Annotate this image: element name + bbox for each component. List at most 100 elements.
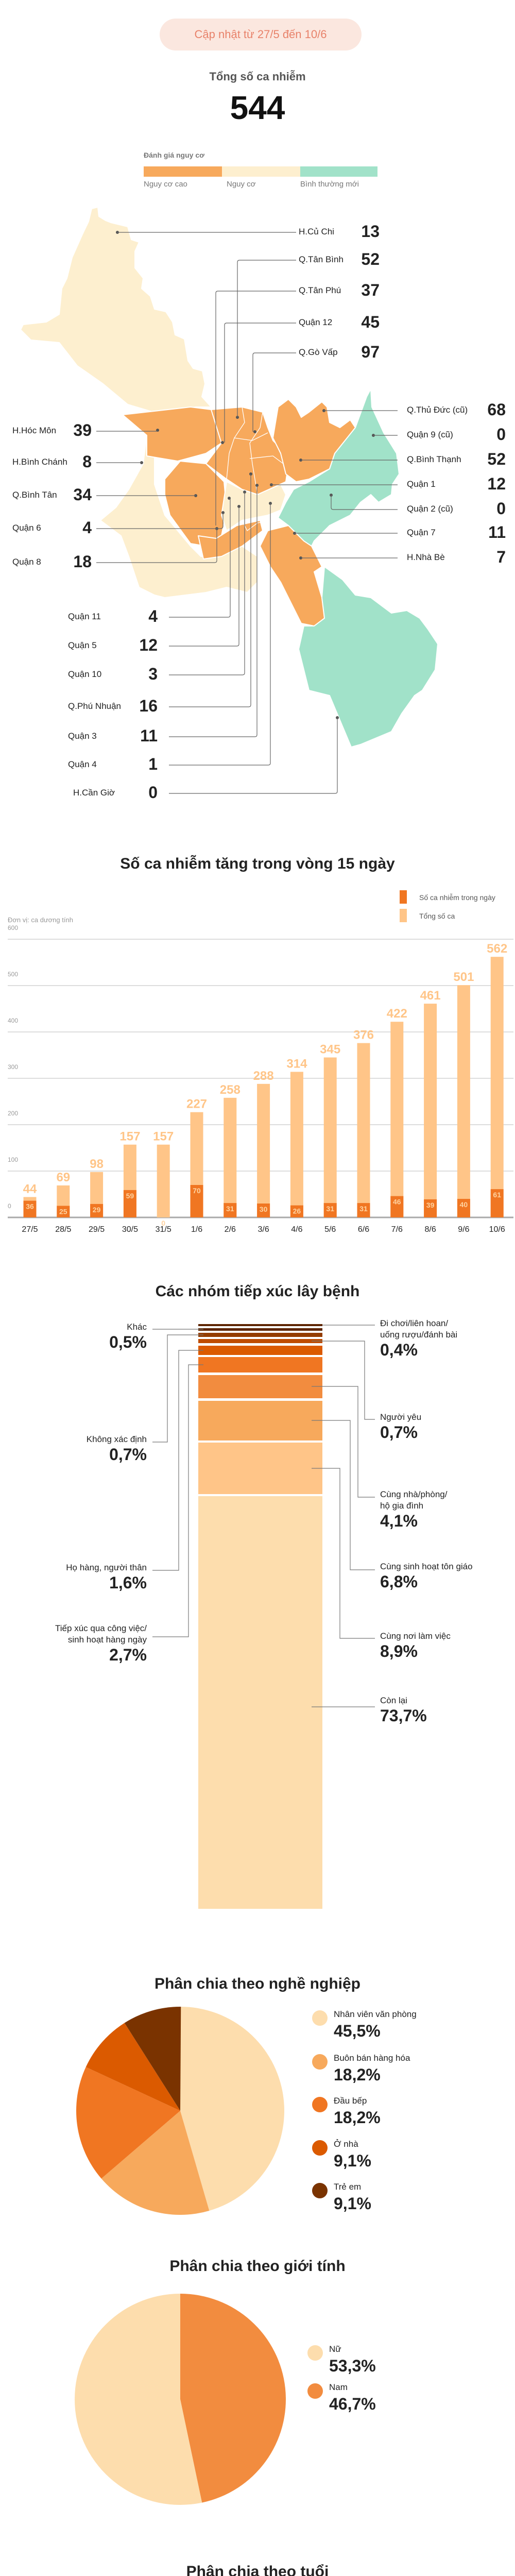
district-label: Quận 3 (68, 731, 97, 741)
contact-segment (198, 1357, 322, 1372)
bar-total-label: 422 (387, 1007, 407, 1021)
bar-daily-label: 40 (460, 1200, 468, 1209)
district-label: Q.Tân Phú (299, 285, 341, 295)
legend-label: Đầu bếp (334, 2096, 367, 2106)
district-cases: 52 (361, 250, 380, 268)
leader-line (312, 1341, 375, 1420)
bar-total-label: 44 (23, 1182, 37, 1196)
district-cases: 4 (82, 518, 92, 537)
risk-label-high: Nguy cơ cao (144, 180, 187, 189)
leader-line (312, 1420, 375, 1570)
bar-daily-label: 31 (226, 1205, 234, 1213)
district-cases: 0 (496, 425, 506, 444)
district-cases: 12 (487, 474, 506, 493)
district-label: Quận 4 (68, 759, 97, 769)
bar-daily-label: 59 (126, 1192, 134, 1200)
contact-label-group: Không xác định 0,7% (10, 1434, 147, 1464)
district-label: Q.Bình Tân (12, 490, 57, 500)
region-east-normal (278, 388, 400, 547)
district-label: H.Nhà Bè (407, 552, 445, 562)
x-tick-label: 29/5 (89, 1225, 105, 1234)
district-cases: 3 (148, 665, 158, 683)
gender-title: Phân chia theo giới tính (169, 2258, 346, 2275)
legend-label-total: Tổng số ca (419, 912, 455, 920)
legend-label-daily: Số ca nhiễm trong ngày (419, 893, 495, 902)
contact-label: Cùng sinh hoạt tôn giáo (380, 1562, 473, 1571)
legend-dot (307, 2383, 323, 2399)
legend-dot (312, 2010, 328, 2026)
x-tick-label: 28/5 (55, 1225, 71, 1234)
legend-swatch-total (400, 909, 407, 922)
bar-total-label: 314 (286, 1057, 307, 1071)
contact-label: Đi chơi/liên hoan/ (380, 1318, 449, 1328)
leader-line (152, 1364, 203, 1637)
legend-label: Nhân viên văn phòng (334, 2009, 417, 2019)
bar-daily (424, 1199, 437, 1217)
bar-total (323, 1057, 337, 1217)
district-label: H.Bình Chánh (12, 457, 67, 467)
pie-slice (124, 2007, 181, 2111)
bar-total-label: 227 (186, 1097, 207, 1111)
bar-daily-label: 30 (260, 1205, 268, 1213)
bar-daily (457, 1199, 470, 1217)
legend-dot (312, 2140, 328, 2156)
risk-legend-title: Đánh giá nguy cơ (144, 151, 205, 159)
district-boundaries (226, 406, 284, 531)
region-cu-chi (20, 207, 212, 414)
district-cases: 37 (361, 281, 380, 299)
contact-segment (198, 1443, 322, 1494)
bar-daily (190, 1185, 203, 1217)
contact-segment (198, 1333, 322, 1337)
contact-label-group: Họ hàng, người thân 1,6% (10, 1562, 147, 1592)
risk-swatch-normal (300, 166, 377, 177)
bar-daily-label: 39 (426, 1201, 435, 1209)
contact-percent: 73,7% (380, 1706, 427, 1725)
district-cases: 0 (496, 499, 506, 518)
district-cases: 8 (82, 452, 92, 471)
bar-daily-label: 29 (93, 1206, 101, 1214)
district-cases: 52 (487, 450, 506, 468)
risk-swatch-risk (222, 166, 300, 177)
bar-total (424, 1004, 437, 1217)
contact-label: Tiếp xúc qua công việc/ (55, 1623, 147, 1633)
legend-percent: 18,2% (334, 2108, 381, 2127)
y-tick-label: 400 (8, 1017, 18, 1024)
district-cases: 1 (148, 755, 158, 773)
gender-pie (74, 2294, 286, 2505)
legend-percent: 18,2% (334, 2065, 381, 2084)
contact-percent: 1,6% (109, 1573, 147, 1592)
bar-total-label: 98 (90, 1157, 104, 1171)
contact-percent: 2,7% (109, 1646, 147, 1664)
occupation-pie (76, 2007, 284, 2215)
bar-total-label: 501 (453, 970, 474, 984)
y-tick-label: 0 (8, 1202, 11, 1210)
contact-segment (198, 1401, 322, 1440)
contact-label: hộ gia đình (380, 1501, 424, 1511)
contact-label: Cùng nhà/phòng/ (380, 1489, 448, 1499)
contact-label-group: Cùng sinh hoạt tôn giáo 6,8% (380, 1561, 509, 1591)
contact-label-group: Cùng nhà/phòng/hộ gia đình 4,1% (380, 1489, 509, 1531)
risk-label-risk: Nguy cơ (227, 180, 256, 189)
bar-total (390, 1022, 404, 1217)
leader-line (312, 1468, 375, 1639)
bar-daily (390, 1196, 404, 1217)
legend-percent: 9,1% (334, 2194, 371, 2213)
bar-total-label: 345 (320, 1043, 340, 1057)
bar-daily-label: 70 (193, 1187, 201, 1195)
district-cases: 45 (361, 313, 380, 331)
bar-total-label: 461 (420, 989, 441, 1003)
district-cases: 68 (487, 400, 506, 419)
occupation-title: Phân chia theo nghề nghiệp (154, 1975, 361, 1992)
risk-swatch-high (144, 166, 222, 177)
x-tick-label: 2/6 (225, 1225, 236, 1234)
district-cases: 34 (73, 485, 92, 504)
bar-daily-label: 26 (293, 1207, 301, 1215)
bar-total (257, 1083, 270, 1217)
bar-daily-label: 46 (393, 1198, 401, 1206)
pie-slice (76, 2067, 180, 2179)
contact-percent: 0,4% (380, 1341, 418, 1359)
district-label: Q.Phú Nhuận (68, 701, 122, 711)
x-tick-label: 9/6 (458, 1225, 469, 1234)
legend-percent: 9,1% (334, 2151, 371, 2170)
bar-total-label: 562 (487, 942, 507, 956)
